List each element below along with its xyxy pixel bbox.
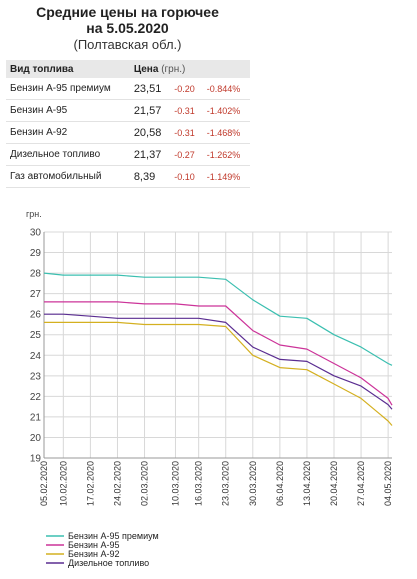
price-change-pct: -1.402%: [202, 99, 250, 122]
price-change: -0.31: [170, 99, 203, 122]
series-line-3: [44, 313, 393, 410]
fuel-price: 21,37: [129, 143, 171, 166]
y-tick-label: 28: [30, 269, 42, 280]
table-row: Дизельное топливо 21,37 -0.27 -1.262%: [6, 143, 250, 166]
price-chart: грн. 19 20 21 22 23 24 25 26 27 28 29 30 05.02.2020 10…: [26, 209, 393, 568]
price-change: -0.31: [170, 121, 203, 144]
y-tick-label: 22: [30, 392, 42, 403]
y-tick-label: 29: [30, 248, 42, 259]
y-tick-label: 21: [30, 412, 42, 423]
page-date: на 5.05.2020: [86, 20, 169, 36]
x-tick-label: 24.02.2020: [112, 461, 122, 506]
legend-label: Дизельное топливо: [68, 558, 149, 568]
fuel-name: Дизельное топливо: [6, 143, 130, 166]
fuel-name: Бензин А-95 премиум: [6, 78, 130, 100]
y-tick-label: 23: [30, 371, 42, 382]
x-tick-label: 10.02.2020: [58, 461, 68, 506]
x-tick-label: 27.04.2020: [356, 461, 366, 506]
y-tick-label: 19: [30, 454, 42, 465]
legend-label: Бензин А-95 премиум: [68, 531, 159, 541]
table-row: Газ автомобильный 8,39 -0.10 -1.149%: [6, 165, 250, 188]
x-tick-label: 10.03.2020: [170, 461, 180, 506]
table-row: Бензин А-95 премиум 23,51 -0.20 -0.844%: [6, 78, 250, 100]
page-title: Средние цены на горючее: [36, 4, 219, 20]
price-change-pct: -0.844%: [202, 78, 250, 100]
col-price-unit: (грн.): [161, 63, 186, 75]
price-change-pct: -1.468%: [202, 121, 250, 144]
legend-label: Бензин А-92: [68, 549, 120, 559]
price-change-pct: -1.262%: [202, 143, 250, 166]
series-line-1: [44, 301, 393, 406]
price-change-pct: -1.149%: [202, 165, 250, 188]
y-tick-label: 20: [30, 433, 42, 444]
x-tick-label: 05.02.2020: [39, 461, 49, 506]
x-tick-label: 04.05.2020: [383, 461, 393, 506]
price-change: -0.10: [170, 165, 203, 188]
y-tick-label: 24: [30, 351, 42, 362]
x-tick-label: 17.02.2020: [85, 461, 95, 506]
series-line-2: [44, 321, 393, 426]
y-tick-label: 27: [30, 289, 42, 300]
col-price-label: Цена: [133, 63, 159, 75]
fuel-price: 20,58: [129, 121, 171, 144]
fuel-price: 8,39: [129, 165, 171, 188]
y-axis-unit-label: грн.: [26, 209, 42, 219]
fuel-name: Газ автомобильный: [6, 165, 130, 188]
x-tick-label: 16.03.2020: [194, 461, 204, 506]
col-fuel-header: Вид топлива: [6, 60, 130, 78]
x-tick-label: 23.03.2020: [221, 461, 231, 506]
series-line-0: [43, 272, 393, 366]
x-tick-label: 30.03.2020: [248, 461, 258, 506]
y-tick-label: 25: [30, 330, 42, 341]
fuel-price: 23,51: [129, 78, 171, 100]
x-tick-label: 13.04.2020: [302, 461, 312, 506]
legend-label: Бензин А-95: [68, 540, 120, 550]
table-header-row: Вид топлива Цена (грн.): [6, 60, 250, 78]
col-price-header: Цена (грн.): [129, 60, 250, 78]
x-tick-label: 20.04.2020: [329, 461, 339, 506]
price-table: Вид топлива Цена (грн.) Бензин А-95 прем…: [6, 60, 250, 188]
y-tick-label: 30: [30, 228, 42, 239]
x-tick-label: 06.04.2020: [275, 461, 285, 506]
table-row: Бензин А-92 20,58 -0.31 -1.468%: [6, 121, 250, 144]
x-tick-label: 02.03.2020: [140, 461, 150, 506]
fuel-name: Бензин А-95: [6, 99, 130, 122]
price-change: -0.20: [170, 78, 203, 100]
fuel-price: 21,57: [129, 99, 171, 122]
table-row: Бензин А-95 21,57 -0.31 -1.402%: [6, 99, 250, 122]
y-tick-label: 26: [30, 310, 42, 321]
price-change: -0.27: [170, 143, 203, 166]
fuel-name: Бензин А-92: [6, 121, 130, 144]
region-label: (Полтавская обл.): [73, 37, 182, 52]
